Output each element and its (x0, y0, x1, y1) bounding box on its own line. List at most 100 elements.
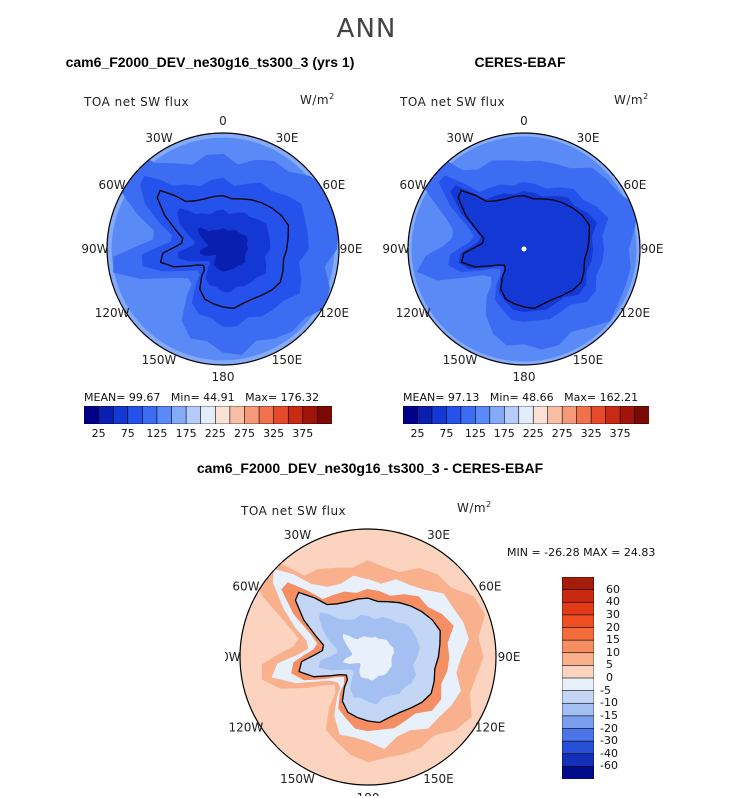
diff-colorbar-tick-label: -5 (600, 683, 611, 697)
diff-panel-title: cam6_F2000_DEV_ne30g16_ts300_3 - CERES-E… (196, 460, 544, 476)
panel-1-map-lon-label: 30W (145, 131, 172, 145)
panel-1-map-lon-label: 120E (319, 306, 350, 320)
diff-panel-map-coastline (294, 591, 441, 724)
diff-colorbar-swatch (562, 677, 594, 692)
colorbar-swatch (214, 406, 231, 424)
diff-panel-map-lon-label: 150W (280, 772, 315, 786)
diff-colorbar-swatch (562, 753, 594, 767)
diff-panel-map-border (239, 528, 497, 786)
diff-colorbar-swatch (562, 627, 594, 641)
panel-2-map-border (407, 132, 641, 366)
diff-colorbar-tick-label: 40 (606, 595, 620, 609)
colorbar-tick-label: 25 (91, 427, 106, 440)
colorbar-swatch (403, 406, 419, 424)
colorbar-swatch (273, 406, 289, 424)
colorbar-tick-label: 125 (146, 427, 168, 440)
diff-panel-map-lon-label: 60E (479, 580, 502, 594)
panel-1-map-lon-label: 60E (322, 178, 345, 192)
diff-colorbar-tick-label: 5 (606, 658, 613, 672)
colorbar-swatch (171, 406, 187, 424)
diff-panel-map-lon-label: 120E (475, 721, 506, 735)
panel-1-stats: MEAN= 99.67 Min= 44.91 Max= 176.32 (84, 391, 320, 404)
colorbar-tick-label: 175 (175, 427, 197, 440)
colorbar-tick-label: 375 (609, 427, 631, 440)
panel-1-polar-map: 0 30E 60E 90E 120E 150E 180 150W 120W 90W 60W 30W (81, 116, 363, 384)
diff-colorbar-tick-label: 15 (606, 633, 620, 647)
colorbar-swatch (634, 406, 649, 424)
diff-colorbar-tick-label: -30 (600, 734, 618, 748)
colorbar-tick-label: 225 (522, 427, 544, 440)
panel-2-map-lon-label: 90E (641, 242, 664, 256)
colorbar-tick-label: 175 (493, 427, 515, 440)
diff-panel-map-lon-label: 150E (423, 772, 454, 786)
diff-colorbar-tick-label: 60 (606, 582, 620, 596)
colorbar-swatch (302, 406, 319, 424)
diff-colorbar-swatch (562, 740, 594, 755)
panel-1-map-lon-label: 0 (219, 116, 227, 128)
colorbar-swatch (229, 406, 246, 424)
diff-colorbar-tick-label: -20 (600, 721, 618, 735)
colorbar-tick-label: 75 (120, 427, 135, 440)
panel-1-map-lon-label: 150E (272, 353, 303, 367)
panel-2-map-lon-label: 0 (520, 116, 528, 128)
colorbar-swatch (446, 406, 462, 424)
panel-2-map-lon-label: 150W (443, 353, 478, 367)
diff-panel-units: W/m2 (457, 500, 492, 515)
diff-colorbar-tick-label: -40 (600, 746, 618, 760)
diff-colorbar-swatch (562, 589, 594, 603)
panel-1-map-border (106, 132, 340, 366)
diff-panel-minmax: MIN = -26.28 MAX = 24.83 (507, 546, 656, 559)
colorbar-swatch (258, 406, 275, 424)
diff-colorbar-tick-label: -60 (600, 759, 618, 773)
diff-colorbar-swatch (562, 665, 594, 679)
panel-1-map-lon-label: 90E (340, 242, 363, 256)
diff-colorbar-swatch (562, 715, 594, 730)
diff-panel-map-band-7 (342, 633, 394, 681)
panel-2-map-lon-label: 60E (623, 178, 646, 192)
colorbar-swatch (460, 406, 476, 424)
panel-1-map-lon-label: 180 (212, 370, 235, 384)
panel-2-variable: TOA net SW flux (400, 95, 506, 109)
colorbar-swatch (619, 406, 636, 424)
panel-1-map-coastline (156, 189, 290, 310)
diff-colorbar-swatch (562, 690, 594, 704)
diff-panel-map-lon-label: 120W (229, 721, 264, 735)
diff-colorbar-tick-label: -15 (600, 708, 618, 722)
diff-panel-map-lon-label: 60W (232, 580, 259, 594)
panel-2-map-lon-label: 150E (573, 353, 604, 367)
colorbar-swatch (185, 406, 202, 424)
colorbar-swatch (489, 406, 505, 424)
panel-1-map-lon-label: 120W (95, 306, 130, 320)
colorbar-swatch (561, 406, 578, 424)
colorbar-swatch (244, 406, 260, 424)
panel-2-map-lon-label: 60W (400, 178, 427, 192)
colorbar-swatch (431, 406, 448, 424)
colorbar-swatch (475, 406, 491, 424)
diff-panel-map-lon-label: 30W (284, 528, 311, 542)
colorbar-tick-label: 125 (464, 427, 486, 440)
colorbar-swatch (518, 406, 534, 424)
colorbar-tick-label: 325 (580, 427, 602, 440)
diff-colorbar-swatch (562, 639, 594, 654)
diff-colorbar-swatch (562, 614, 594, 629)
colorbar-tick-label: 325 (263, 427, 285, 440)
panel-1-map-lon-label: 150W (142, 353, 177, 367)
colorbar-swatch (317, 406, 332, 424)
diff-colorbar-tick-label: 0 (606, 671, 613, 684)
diff-panel-map-lon-label: 30E (427, 528, 450, 542)
diff-panel-map-lon-label: 90W (225, 650, 241, 664)
panel-2-map-lon-label: 30W (446, 131, 473, 145)
colorbar-swatch (576, 406, 592, 424)
colorbar-tick-label: 275 (234, 427, 255, 440)
panel-1-map-lon-label: 30E (276, 131, 299, 145)
diff-panel-map-lon-label: 180 (357, 791, 380, 796)
colorbar-tick-label: 375 (292, 427, 314, 440)
diff-panel-map-lon-label: 0 (364, 520, 372, 523)
panel-1-variable: TOA net SW flux (84, 95, 190, 109)
diff-colorbar-tick-label: 20 (606, 620, 620, 634)
colorbar-swatch (605, 406, 621, 424)
panel-1-map-lon-label: 60W (99, 178, 126, 192)
diff-panel-colorbar-ticks: 60 40 30 20 15 10 5 0 -5 -10 -15 -20 -30 -40 -60 (600, 577, 640, 787)
figure-title: ANN (336, 14, 397, 44)
panel-1-units: W/m2 (300, 92, 335, 107)
